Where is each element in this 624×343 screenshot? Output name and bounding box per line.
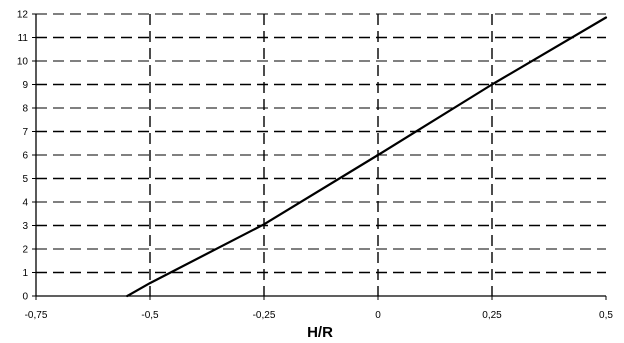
x-tick-label: 0,25 (482, 310, 502, 321)
horizontal-gridlines (36, 13, 606, 274)
y-tick-label: 5 (22, 174, 28, 185)
axes (32, 13, 607, 300)
x-tick-labels: -0,75 -0,5 -0,25 0 0,25 0,5 (25, 310, 614, 321)
x-tick-label: -0,75 (25, 310, 48, 321)
y-tick-label: 10 (17, 57, 29, 68)
series-line (126, 16, 608, 298)
y-tick-label: 12 (17, 10, 29, 21)
y-tick-label: 7 (22, 127, 28, 138)
y-tick-label: 3 (22, 221, 28, 232)
y-tick-label: 11 (18, 33, 29, 44)
y-tick-label: 0 (22, 292, 28, 303)
y-tick-label: 9 (22, 80, 28, 91)
series-group (126, 16, 608, 298)
x-tick-label: 0,5 (599, 310, 613, 321)
y-tick-label: 4 (22, 198, 28, 209)
x-tick-label: -0,25 (253, 310, 276, 321)
y-tick-label: 2 (22, 245, 28, 256)
x-tick-label: 0 (375, 310, 381, 321)
x-tick-label: -0,5 (141, 310, 159, 321)
y-tick-label: 1 (22, 268, 28, 279)
x-axis-title: H/R (307, 324, 333, 341)
y-tick-label: 8 (22, 104, 28, 115)
vertical-gridlines (149, 14, 493, 296)
y-tick-label: 6 (22, 151, 28, 162)
